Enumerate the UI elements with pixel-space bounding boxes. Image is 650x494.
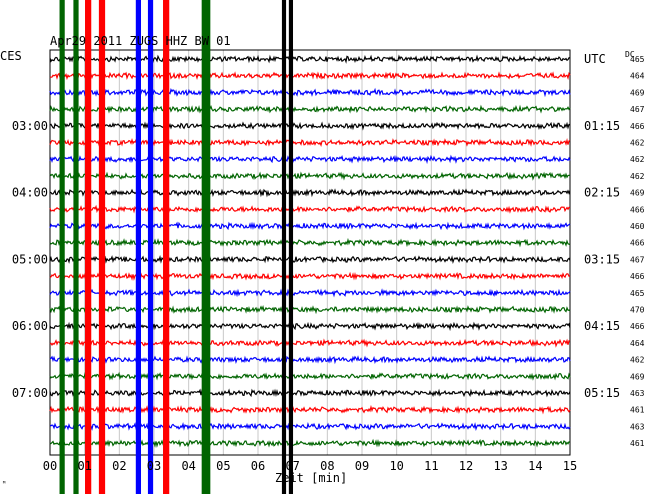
dc-value: 469 [630, 88, 645, 97]
trace-line [49, 388, 571, 398]
event-band [85, 0, 92, 494]
x-tick-label: 11 [424, 459, 438, 473]
x-tick-label: 15 [563, 459, 577, 473]
x-axis-label: Zeit [min] [275, 471, 347, 485]
x-tick-label: 04 [181, 459, 195, 473]
x-tick-label: 12 [459, 459, 473, 473]
dc-value: 462 [630, 139, 645, 148]
trace-line [49, 271, 571, 281]
event-bands [59, 0, 294, 494]
trace-line [49, 371, 571, 381]
x-tick-label: 14 [528, 459, 542, 473]
x-tick-label: 13 [493, 459, 507, 473]
trace-line [49, 154, 571, 165]
dc-value: 461 [630, 439, 645, 448]
dc-value: 464 [630, 339, 645, 348]
trace-line [49, 121, 570, 131]
trace-line [49, 171, 571, 181]
right-time-label: 05:15 [584, 386, 620, 400]
event-band [201, 0, 211, 494]
dc-value: 467 [630, 105, 645, 114]
dc-value: 465 [630, 289, 645, 298]
left-time-label: 05:00 [12, 252, 48, 266]
left-time-label: 03:00 [12, 119, 48, 133]
left-time-label: 04:00 [12, 186, 48, 200]
x-tick-label: 01 [77, 459, 91, 473]
x-tick-label: 10 [389, 459, 403, 473]
trace-line [49, 87, 571, 98]
chart-labels: 00 01 02 03 04 05 06 07 08 09 10 11 12 13 14 15 03:00 04:… [12, 52, 645, 473]
x-tick-label: 03 [147, 459, 161, 473]
trace-line [49, 237, 571, 248]
dc-value: 462 [630, 172, 645, 181]
trace-line [49, 355, 571, 365]
dc-value: 460 [630, 222, 645, 231]
event-band [163, 0, 170, 494]
event-band [147, 0, 154, 494]
trace-line [49, 404, 571, 415]
event-band [288, 0, 294, 494]
trace-line [49, 254, 571, 265]
trace-line [49, 338, 571, 348]
x-tick-label: 09 [355, 459, 369, 473]
trace-line [49, 104, 571, 114]
left-time-label: 07:00 [12, 386, 48, 400]
event-band [98, 0, 106, 494]
trace-line [49, 288, 571, 298]
x-tick-label: 00 [43, 459, 57, 473]
x-tick-label: 05 [216, 459, 230, 473]
x-tick-label: 07 [285, 459, 299, 473]
dc-value: 463 [630, 422, 645, 431]
dc-value: 466 [630, 322, 645, 331]
right-time-label: 04:15 [584, 319, 620, 333]
dc-value: 466 [630, 205, 645, 214]
dc-value: 465 [630, 55, 645, 64]
trace-line [49, 54, 571, 64]
trace-line [49, 438, 570, 448]
trace-line [49, 204, 571, 214]
dc-value: 469 [630, 372, 645, 381]
trace-line [49, 188, 571, 198]
right-time-label: 02:15 [584, 186, 620, 200]
x-tick-label: 02 [112, 459, 126, 473]
chart-title: Apr29 2011 ZUGS HHZ BW 01 [50, 34, 231, 48]
seismic-traces [49, 54, 571, 448]
chart-grid [49, 49, 571, 456]
dc-value: 464 [630, 72, 645, 81]
right-time-label: UTC [584, 52, 606, 66]
left-time-label: 06:00 [12, 319, 48, 333]
trace-line [49, 321, 571, 332]
event-band [281, 0, 287, 494]
right-time-label: 03:15 [584, 252, 620, 266]
dc-value: 470 [630, 306, 645, 315]
x-tick-label: 08 [320, 459, 334, 473]
dc-value: 462 [630, 155, 645, 164]
trace-line [49, 137, 571, 147]
dc-value: 463 [630, 389, 645, 398]
right-time-label: 01:15 [584, 119, 620, 133]
dc-header: DC [625, 50, 635, 59]
left-axis-label: CES [0, 49, 22, 63]
trace-line [49, 304, 571, 315]
trace-line [49, 71, 571, 81]
dc-value: 466 [630, 239, 645, 248]
dc-value: 462 [630, 356, 645, 365]
event-band [135, 0, 141, 494]
event-band [59, 0, 65, 494]
footer-mark: ᴹ [2, 480, 6, 488]
x-tick-label: 06 [251, 459, 265, 473]
trace-line [49, 421, 571, 432]
plot-frame [49, 49, 571, 456]
dc-value: 466 [630, 272, 645, 281]
event-band [73, 0, 79, 494]
dc-value: 466 [630, 122, 645, 131]
dc-value: 469 [630, 189, 645, 198]
trace-line [49, 221, 571, 231]
dc-value: 467 [630, 255, 645, 264]
dc-value: 461 [630, 406, 645, 415]
